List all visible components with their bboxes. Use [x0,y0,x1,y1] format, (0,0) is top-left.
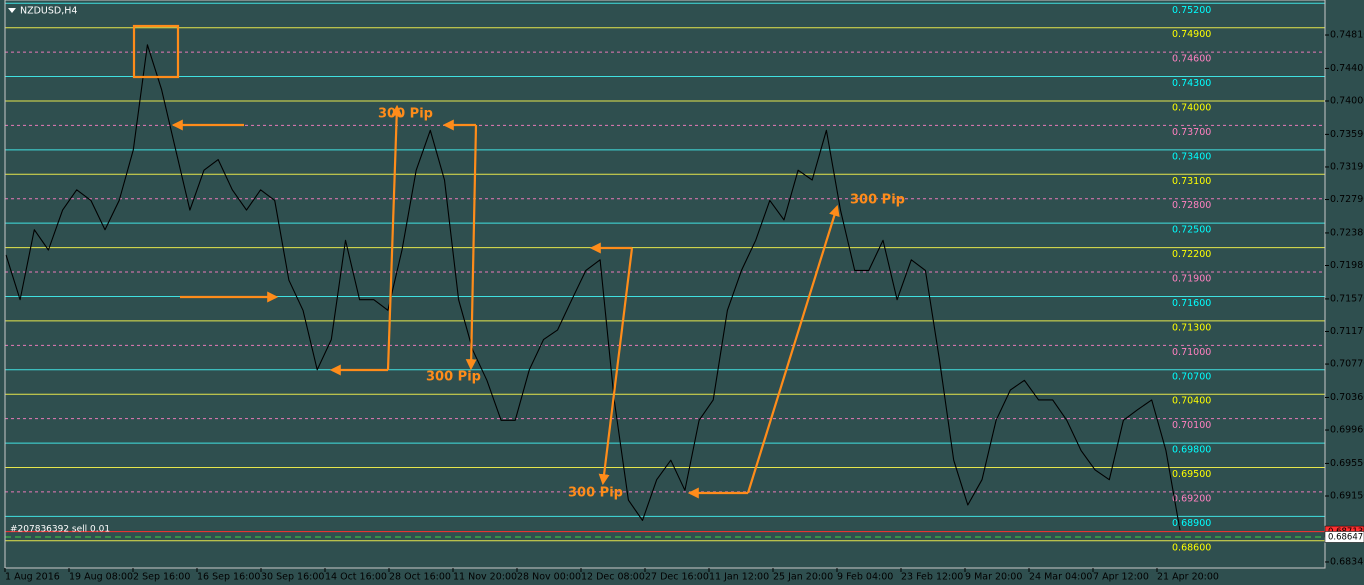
level-label: 0.71600 [1172,298,1211,309]
level-label: 0.73700 [1172,127,1211,138]
level-label: 0.69200 [1172,493,1211,504]
x-tick-label: 27 Dec 16:00 [645,572,709,583]
x-tick-label: 30 Sep 16:00 [261,572,324,583]
annotation-label: 300 Pip [850,193,905,208]
price-tag-label: 0.68647 [1328,532,1363,542]
level-label: 0.72200 [1172,249,1211,260]
arrow [598,247,634,486]
level-label: 0.74000 [1172,102,1211,113]
x-tick-label: 25 Jan 20:00 [773,572,833,583]
plot-frame [4,0,1326,569]
level-label: 0.71900 [1172,274,1211,285]
x-tick-label: 7 Apr 12:00 [1093,572,1149,583]
x-tick-label: 23 Feb 12:00 [901,572,963,583]
arrow [465,124,478,371]
annotations [132,24,840,499]
x-tick-label: 9 Mar 20:00 [965,572,1022,583]
x-tick-label: 24 Mar 04:00 [1029,572,1092,583]
level-label: 0.74600 [1172,54,1211,65]
level-label: 0.68900 [1172,518,1211,529]
menu-triangle[interactable] [8,8,16,13]
level-label: 0.73100 [1172,176,1211,187]
arrow [386,104,403,371]
level-label: 0.73400 [1172,151,1211,162]
level-label: 0.71000 [1172,347,1211,358]
x-tick-label: 11 Nov 20:00 [453,572,517,583]
x-tick-label: 21 Apr 20:00 [1157,572,1219,583]
level-label: 0.69500 [1172,469,1211,480]
level-label: 0.74300 [1172,78,1211,89]
x-tick-label: 2 Sep 16:00 [133,572,190,583]
symbol-title: NZDUSD,H4 [20,6,77,17]
x-tick-label: 11 Jan 12:00 [709,572,769,583]
annotation-label: 300 Pip [426,370,481,385]
price-line-series [5,44,1181,531]
x-tick-label: 14 Oct 16:00 [325,572,387,583]
x-tick-label: 16 Sep 16:00 [197,572,260,583]
level-label: 0.72800 [1172,200,1211,211]
level-label: 0.70100 [1172,420,1211,431]
level-label: 0.70400 [1172,396,1211,407]
price-tag [1324,531,1364,543]
level-label: 0.70700 [1172,371,1211,382]
level-label: 0.72500 [1172,225,1211,236]
x-tick-label: 28 Oct 16:00 [389,572,451,583]
peak-box [132,24,180,79]
x-tick-label: 12 Dec 08:00 [581,572,645,583]
annotation-label: 300 Pip [378,107,433,122]
level-label: 0.69800 [1172,445,1211,456]
order-label: #207836392 sell 0.01 [10,525,110,535]
arrow [746,204,840,494]
level-label: 0.74900 [1172,29,1211,40]
y-tick-label: 0.74000 [1330,95,1364,106]
x-tick-label: 28 Nov 00:00 [517,572,581,583]
x-tick-label: 19 Aug 08:00 [69,572,133,583]
level-label: 0.75200 [1172,5,1211,16]
x-tick-label: 1 Aug 2016 [5,572,60,583]
annotation-label: 300 Pip [568,486,623,501]
x-tick-label: 9 Feb 04:00 [837,572,893,583]
level-label: 0.68600 [1172,542,1211,553]
level-label: 0.71300 [1172,322,1211,333]
